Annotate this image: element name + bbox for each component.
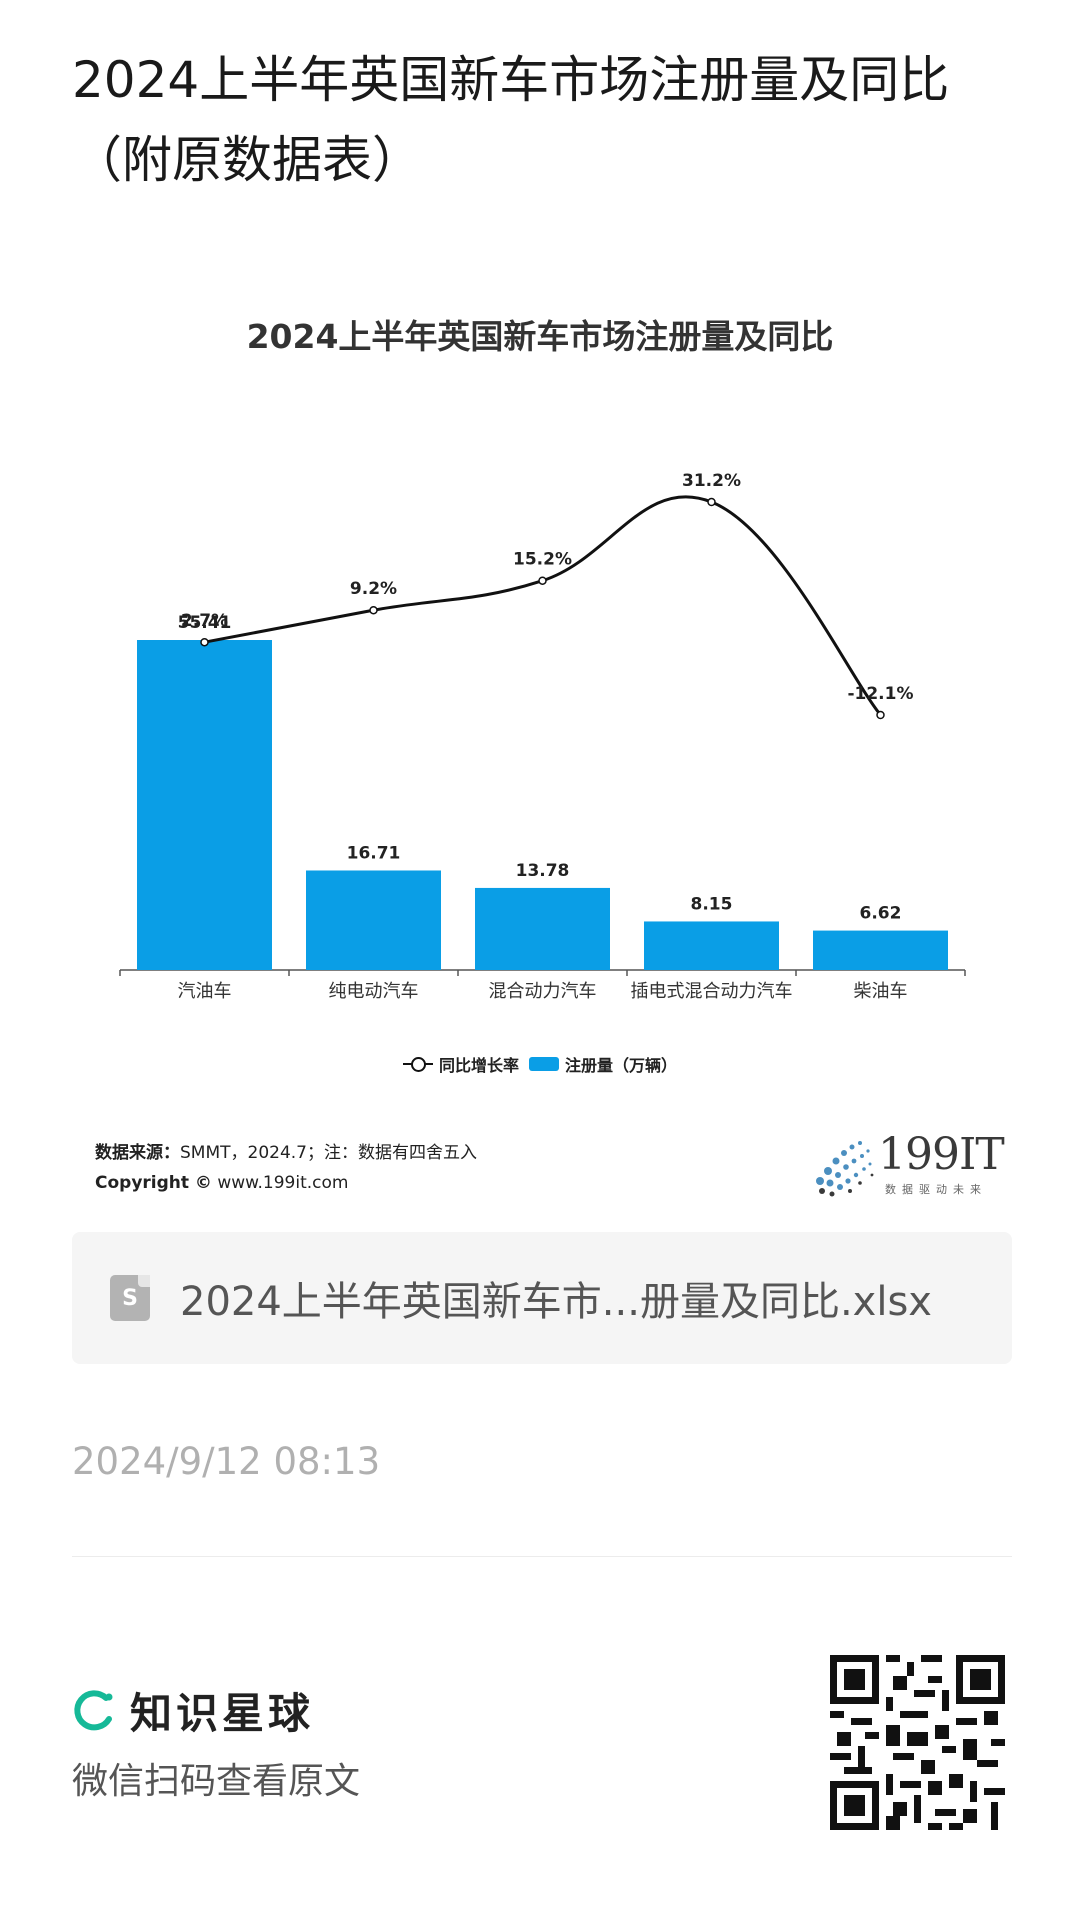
- bar-mark: [137, 640, 272, 970]
- growth-value-label: 15.2%: [513, 550, 572, 570]
- legend-bar-swatch: [529, 1057, 559, 1071]
- bar-mark: [475, 887, 610, 970]
- divider: [72, 1556, 1012, 1557]
- copyright-label: Copyright ©: [95, 1173, 212, 1193]
- x-tick-label: 汽油车: [178, 981, 232, 1002]
- source-block: 数据来源：SMMT，2024.7；注：数据有四舍五入 Copyright © w…: [95, 1138, 477, 1198]
- source-text: SMMT，2024.7；注：数据有四舍五入: [180, 1143, 477, 1163]
- legend-bar-label: 注册量（万辆）: [565, 1056, 678, 1075]
- post-timestamp: 2024/9/12 08:13: [72, 1440, 381, 1483]
- qr-code[interactable]: [830, 1655, 1005, 1830]
- growth-point: [876, 710, 885, 720]
- growth-line: [204, 495, 882, 716]
- growth-value-label: 31.2%: [682, 471, 741, 491]
- chart-svg: 55.41 汽油车 16.71 纯电动汽车 13.78 混合动力汽车 8.15 插电式混合动力…: [119, 471, 966, 1002]
- chart-legend: 同比增长率 注册量（万辆）: [0, 1052, 1080, 1076]
- attachment-card[interactable]: S 2024上半年英国新车市...册量及同比.xlsx: [72, 1232, 1012, 1364]
- bar-value-label: 16.71: [347, 843, 401, 863]
- growth-point: [538, 576, 547, 585]
- source-label: 数据来源：: [95, 1143, 180, 1163]
- planet-logo-icon: [74, 1689, 113, 1730]
- dot-fan-icon: [816, 1141, 874, 1197]
- post-title: 2024上半年英国新车市场注册量及同比（附原数据表）: [72, 51, 950, 189]
- copyright-line: Copyright © www.199it.com: [95, 1168, 477, 1198]
- source-line: 数据来源：SMMT，2024.7；注：数据有四舍五入: [95, 1138, 477, 1168]
- x-tick-label: 混合动力汽车: [489, 981, 597, 1002]
- planet-brand: 知识星球: [72, 1680, 314, 1741]
- growth-point: [707, 497, 716, 507]
- x-tick-label: 插电式混合动力汽车: [631, 981, 793, 1002]
- growth-point: [369, 605, 378, 615]
- legend-item-bar: 注册量（万辆）: [529, 1052, 677, 1076]
- bar-mark: [306, 870, 441, 970]
- brand-name: 199IT: [878, 1129, 1005, 1180]
- growth-value-label: -12.1%: [847, 684, 913, 704]
- bar-value-label: 6.62: [860, 904, 902, 924]
- planet-name: 知识星球: [130, 1689, 315, 1738]
- chart-image: 2024上半年英国新车市场注册量及同比 55.41 汽油车 16.71 纯电动汽车 13…: [0, 270, 1080, 1220]
- spreadsheet-file-icon: S: [110, 1275, 150, 1321]
- bar-value-label: 55.41: [178, 613, 232, 633]
- x-tick-label: 纯电动汽车: [329, 981, 419, 1002]
- legend-line-label: 同比增长率: [438, 1056, 519, 1075]
- brand-logo: 199IT 数据驱动未来: [810, 1125, 1010, 1205]
- brand-tagline: 数据驱动未来: [885, 1183, 987, 1196]
- scan-hint: 微信扫码查看原文: [72, 1761, 361, 1802]
- bar-mark: [644, 921, 779, 970]
- growth-value-label: 2.7%: [181, 611, 228, 631]
- chart-title: 2024上半年英国新车市场注册量及同比: [246, 317, 834, 356]
- bar-value-label: 8.15: [691, 894, 733, 914]
- attachment-filename: 2024上半年英国新车市...册量及同比.xlsx: [180, 1279, 932, 1325]
- bar-value-label: 13.78: [516, 861, 570, 881]
- growth-value-label: 9.2%: [350, 579, 397, 599]
- legend-item-line: 同比增长率: [402, 1052, 519, 1076]
- growth-point: [200, 637, 209, 647]
- legend-line-swatch: [402, 1057, 433, 1072]
- x-tick-label: 柴油车: [854, 981, 908, 1002]
- bar-mark: [813, 930, 948, 970]
- copyright-url: www.199it.com: [217, 1173, 349, 1193]
